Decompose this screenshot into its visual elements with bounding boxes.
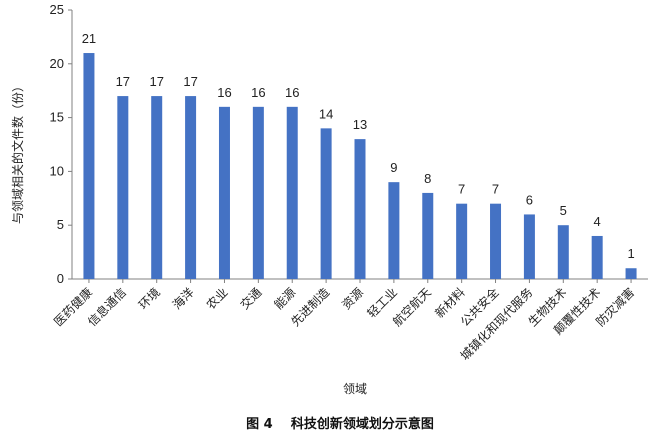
bar — [252, 106, 264, 279]
bar — [388, 182, 400, 279]
x-axis-label: 领域 — [343, 382, 367, 396]
bar-value-label: 4 — [594, 214, 601, 229]
y-tick-label: 20 — [50, 56, 64, 71]
y-tick-label: 0 — [57, 271, 64, 286]
bar-value-label: 21 — [82, 31, 96, 46]
bar — [523, 214, 535, 279]
y-tick-label: 25 — [50, 2, 64, 17]
bar-value-label: 16 — [285, 85, 299, 100]
x-tick-label: 交通 — [237, 285, 265, 313]
bar-value-label: 1 — [627, 246, 634, 261]
bar — [591, 235, 603, 279]
y-tick-label: 10 — [50, 163, 64, 178]
bar-value-label: 13 — [353, 117, 367, 132]
y-axis-label: 与领域相关的文件数（份） — [10, 80, 25, 224]
data-labels: 21 17 17 17 16 16 16 14 13 9 8 7 7 6 5 4 1 — [82, 31, 635, 261]
bar — [286, 106, 298, 279]
bar-value-label: 8 — [424, 171, 431, 186]
bar-value-label: 17 — [183, 74, 197, 89]
bar — [320, 128, 332, 279]
x-tick-label: 海洋 — [169, 285, 197, 313]
bar-value-label: 7 — [492, 182, 499, 197]
bar — [625, 268, 637, 279]
bar — [490, 203, 502, 279]
x-tick-label: 资源 — [339, 285, 366, 312]
x-tick-label: 环境 — [135, 285, 163, 313]
bar-value-label: 14 — [319, 106, 333, 121]
x-tick-label: 农业 — [204, 285, 231, 312]
bar-value-label: 7 — [458, 182, 465, 197]
y-axis-ticks: 0 5 10 15 20 25 — [50, 2, 72, 286]
bar-value-label: 17 — [116, 74, 130, 89]
bar — [117, 96, 129, 279]
bar — [354, 139, 366, 279]
bar-series — [83, 53, 637, 279]
bar — [185, 96, 197, 279]
bar-value-label: 9 — [390, 160, 397, 175]
bar-value-label: 6 — [526, 192, 533, 207]
bar-value-label: 17 — [149, 74, 163, 89]
bar — [151, 96, 163, 279]
x-tick-label: 能源 — [271, 285, 298, 312]
bar — [557, 225, 569, 279]
bar — [218, 106, 230, 279]
figure-caption: 图 4 科技创新领域划分示意图 — [246, 416, 434, 432]
y-tick-label: 5 — [57, 217, 64, 232]
bar — [422, 192, 434, 279]
bar — [83, 53, 95, 279]
bar — [456, 203, 468, 279]
bar-value-label: 16 — [251, 85, 265, 100]
y-tick-label: 15 — [50, 110, 64, 125]
bar-value-label: 5 — [560, 203, 567, 218]
bar-value-label: 16 — [217, 85, 231, 100]
